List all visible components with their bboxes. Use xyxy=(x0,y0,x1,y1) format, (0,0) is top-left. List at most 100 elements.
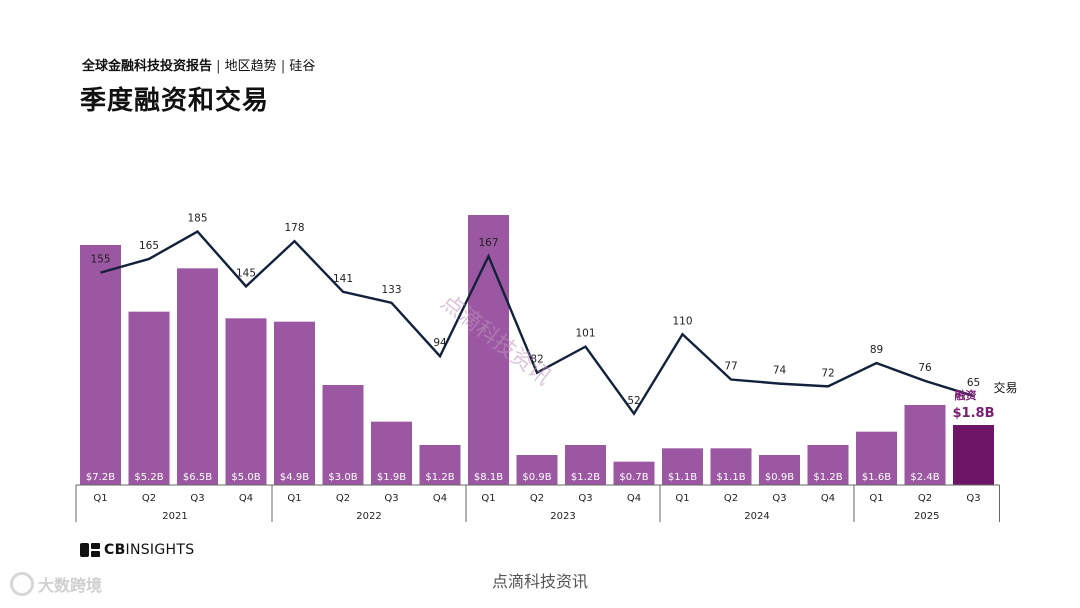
deal-count-label: 52 xyxy=(627,395,640,407)
bar xyxy=(128,311,170,485)
deal-count-label: 74 xyxy=(773,365,787,377)
bar xyxy=(274,321,315,485)
bar xyxy=(80,245,121,485)
bar xyxy=(322,385,364,485)
bar-value-label: $7.2B xyxy=(86,472,115,483)
deal-count-label: 178 xyxy=(284,222,304,234)
deal-count-label: 110 xyxy=(672,315,692,327)
cb-logo-icon xyxy=(80,543,100,557)
x-tick-label: Q3 xyxy=(966,493,980,504)
legend: 融资 交易 xyxy=(955,380,1018,402)
deal-count-label: 145 xyxy=(236,267,256,279)
brand-cb: CB xyxy=(104,542,126,558)
x-year-label: 2023 xyxy=(550,511,575,522)
x-tick-label: Q3 xyxy=(578,493,592,504)
x-tick-label: Q2 xyxy=(918,493,932,504)
x-tick-label: Q1 xyxy=(869,493,883,504)
legend-deals: 交易 xyxy=(993,380,1017,395)
bar xyxy=(225,318,267,485)
x-tick-label: Q1 xyxy=(481,493,495,504)
x-tick-label: Q3 xyxy=(772,493,786,504)
bar-value-label: $1.2B xyxy=(813,472,842,483)
x-tick-label: Q4 xyxy=(821,493,835,504)
x-tick-label: Q2 xyxy=(530,493,544,504)
page-title: 季度融资和交易 xyxy=(80,86,270,116)
bar xyxy=(710,448,752,485)
bar xyxy=(953,425,994,485)
bar xyxy=(371,421,412,485)
x-tick-label: Q4 xyxy=(433,493,447,504)
cb-insights-logo: CBINSIGHTS xyxy=(80,542,194,558)
x-axis: Q1 Q2 Q3 Q4 Q1 Q2 Q3 Q4 Q1 Q2 Q3 Q4 Q1 Q2 Q3 Q4 Q1 Q2 Q320… xyxy=(75,484,1000,522)
x-tick-label: Q1 xyxy=(287,493,301,504)
x-year-label: 2021 xyxy=(162,511,187,522)
deals-line: 155 165 185 145 178 141 133 94 167 82 101 52 110 77 74… xyxy=(90,213,980,416)
x-tick-label: Q4 xyxy=(239,493,253,504)
bar-value-label: $1.6B xyxy=(862,472,891,483)
footer-caption: 点滴科技资讯 xyxy=(491,572,588,591)
deal-count-label: 77 xyxy=(724,361,737,373)
bar-value-label: $0.9B xyxy=(765,472,794,483)
x-year-label: 2025 xyxy=(914,511,939,522)
bar xyxy=(856,431,897,485)
deal-count-label: 76 xyxy=(918,362,932,374)
brand-wordmark: CBINSIGHTS xyxy=(104,542,194,558)
deal-count-label: 94 xyxy=(433,337,447,349)
deal-count-label: 133 xyxy=(381,284,401,296)
deal-count-label: 82 xyxy=(530,354,543,366)
bar-value-label: $1.2B xyxy=(425,472,454,483)
deal-count-label: 141 xyxy=(333,273,353,285)
deal-count-label: 72 xyxy=(821,367,834,379)
deal-count-label: 155 xyxy=(90,254,110,266)
bar-value-label: $0.7B xyxy=(619,472,648,483)
x-tick-label: Q2 xyxy=(336,493,350,504)
x-tick-label: Q2 xyxy=(724,493,738,504)
deals-line-path xyxy=(100,230,974,416)
x-tick-label: Q3 xyxy=(384,493,398,504)
x-tick-label: Q1 xyxy=(675,493,689,504)
bar-value-label: $6.5B xyxy=(183,472,212,483)
breadcrumb-main: 全球金融科技投资报告 xyxy=(82,59,213,74)
bar xyxy=(904,405,946,485)
bar xyxy=(759,455,800,485)
x-tick-label: Q3 xyxy=(190,493,204,504)
bar xyxy=(807,445,849,485)
bar xyxy=(177,268,218,485)
bar-value-label: $1.1B xyxy=(668,472,697,483)
breadcrumb-city: 硅谷 xyxy=(289,59,316,74)
bar-value-label: $5.0B xyxy=(231,472,260,483)
bar-value-label: $3.0B xyxy=(328,472,357,483)
badge-text: 大数跨境 xyxy=(38,576,103,595)
deal-count-label: 101 xyxy=(575,328,595,340)
deal-count-label: 167 xyxy=(478,237,498,249)
deal-count-label: 65 xyxy=(967,377,980,389)
x-year-label: 2022 xyxy=(356,511,381,522)
bar-value-label: $8.1B xyxy=(474,472,503,483)
x-tick-label: Q2 xyxy=(142,493,156,504)
x-tick-label: Q4 xyxy=(627,493,641,504)
bar-value-label: $2.4B xyxy=(910,472,939,483)
breadcrumb-region: 地区趋势 xyxy=(224,59,277,74)
bar xyxy=(565,445,606,485)
breadcrumb-separator: | xyxy=(276,59,290,74)
funding-deals-chart: $7.2B $5.2B $6.5B $5.0B $4.9B $3.0B $1.9B $1.2B… xyxy=(75,213,1018,522)
brand-insights: INSIGHTS xyxy=(125,542,195,558)
deal-count-label: 185 xyxy=(187,213,207,225)
x-year-label: 2024 xyxy=(744,511,769,522)
deal-count-label: 89 xyxy=(870,344,883,356)
deal-count-label: 165 xyxy=(139,240,159,252)
bar xyxy=(419,445,461,485)
bar xyxy=(613,461,655,485)
bar xyxy=(662,448,703,485)
x-tick-label: Q1 xyxy=(93,493,107,504)
legend-funding: 融资 xyxy=(955,388,977,402)
bar-value-label: $5.2B xyxy=(134,472,163,483)
breadcrumb: 全球金融科技投资报告 | 地区趋势 | 硅谷 xyxy=(82,55,315,74)
bar-value-label: $0.9B xyxy=(522,472,551,483)
bar-value-label: $1.2B xyxy=(571,472,600,483)
bar xyxy=(468,215,509,485)
bar-value-label: $1.8B xyxy=(953,406,995,421)
corner-badge: 大数跨境 xyxy=(10,572,102,596)
bar xyxy=(516,455,558,485)
funding-bars: $7.2B $5.2B $6.5B $5.0B $4.9B $3.0B $1.9B $1.2B… xyxy=(80,215,994,485)
